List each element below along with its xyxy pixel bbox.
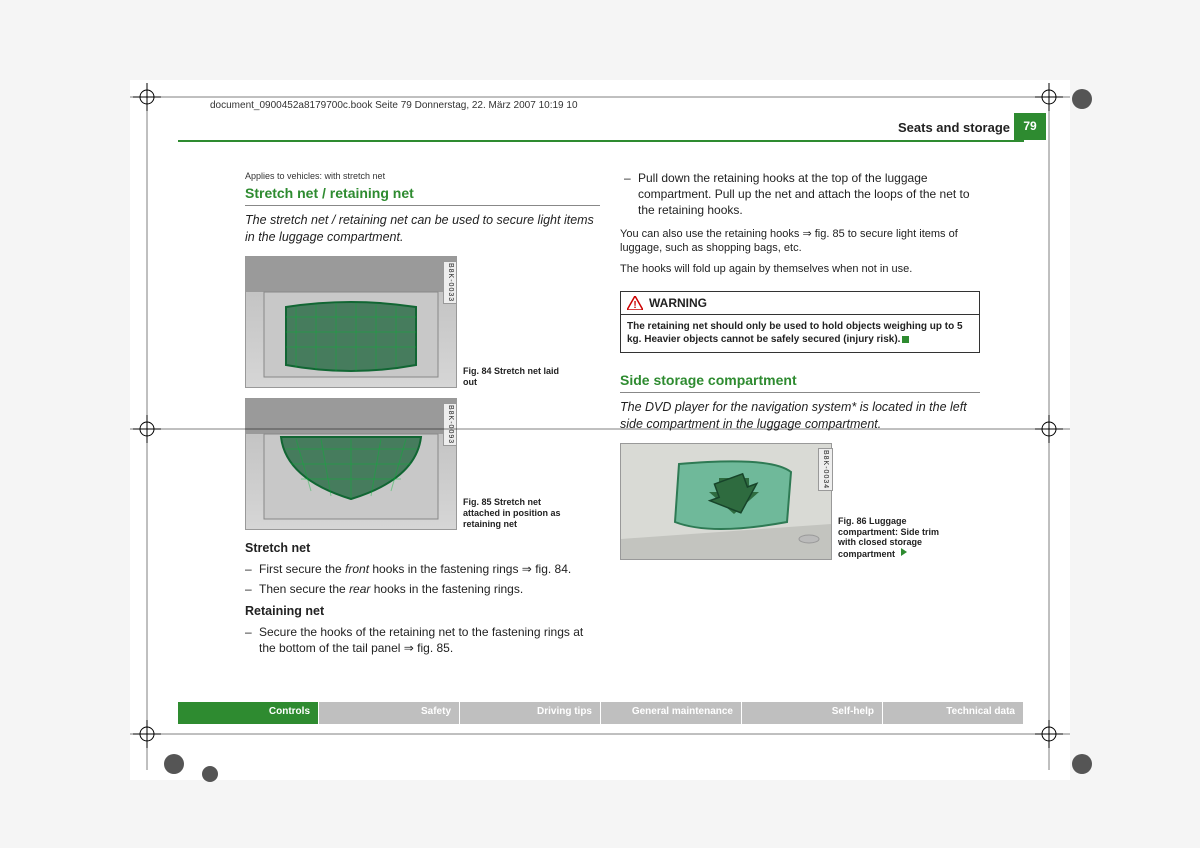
register-ball xyxy=(196,760,224,788)
bullet-item: Then secure the rear hooks in the fasten… xyxy=(245,581,600,597)
figure-84-image: B8K-0033 xyxy=(245,256,457,388)
warning-label: WARNING xyxy=(649,295,707,311)
heading-side-storage: Side storage compartment xyxy=(620,371,980,393)
figure-84-caption: Fig. 84 Stretch net laid out xyxy=(463,366,573,388)
subheading-retaining-net: Retaining net xyxy=(245,603,600,620)
figure-84: B8K-0033 Fig. 84 Stretch net laid out xyxy=(245,256,600,388)
applies-note: Applies to vehicles: with stretch net xyxy=(245,170,600,182)
crop-mark xyxy=(1035,83,1063,111)
tab-self-help[interactable]: Self-help xyxy=(742,702,883,724)
warning-body: The retaining net should only be used to… xyxy=(621,315,979,352)
end-marker-icon xyxy=(902,336,909,343)
heading-stretch-net: Stretch net / retaining net xyxy=(245,184,600,206)
register-ball xyxy=(1068,750,1096,778)
svg-text:!: ! xyxy=(633,300,636,310)
bullet-item: Pull down the retaining hooks at the top… xyxy=(624,170,980,219)
bullet-item: First secure the front hooks in the fast… xyxy=(245,561,600,577)
figure-85: B8K-0093 Fig. 85 Stretch net attached in… xyxy=(245,398,600,530)
section-tabs: Controls Safety Driving tips General mai… xyxy=(178,702,1024,724)
warning-header: ! WARNING xyxy=(621,292,979,315)
tab-driving-tips[interactable]: Driving tips xyxy=(460,702,601,724)
page-number: 79 xyxy=(1014,113,1046,140)
crop-mark xyxy=(133,415,161,443)
figure-86: B8K-0034 Fig. 86 Luggage compartment: Si… xyxy=(620,443,980,560)
figure-86-image: B8K-0034 xyxy=(620,443,832,560)
crop-mark xyxy=(133,83,161,111)
figure-85-code: B8K-0093 xyxy=(443,403,457,446)
tab-safety[interactable]: Safety xyxy=(319,702,460,724)
lead-text: The DVD player for the navigation system… xyxy=(620,399,980,433)
continue-arrow-icon xyxy=(901,548,907,556)
register-ball xyxy=(160,750,188,778)
crop-mark xyxy=(1035,720,1063,748)
left-column: Applies to vehicles: with stretch net St… xyxy=(245,170,600,660)
lead-text: The stretch net / retaining net can be u… xyxy=(245,212,600,246)
document-stamp: document_0900452a8179700c.book Seite 79 … xyxy=(210,100,578,111)
figure-85-image: B8K-0093 xyxy=(245,398,457,530)
figure-86-caption: Fig. 86 Luggage compartment: Side trim w… xyxy=(838,516,958,560)
warning-box: ! WARNING The retaining net should only … xyxy=(620,291,980,353)
paragraph: You can also use the retaining hooks ⇒ f… xyxy=(620,227,980,257)
figure-85-caption: Fig. 85 Stretch net attached in position… xyxy=(463,497,573,529)
register-ball xyxy=(1068,85,1096,113)
subheading-stretch-net: Stretch net xyxy=(245,540,600,557)
header-rule xyxy=(178,140,1024,142)
section-title: Seats and storage xyxy=(898,120,1010,135)
bullet-item: Secure the hooks of the retaining net to… xyxy=(245,624,600,656)
crop-mark xyxy=(133,720,161,748)
crop-mark xyxy=(1035,415,1063,443)
tab-controls[interactable]: Controls xyxy=(178,702,319,724)
tab-general-maintenance[interactable]: General maintenance xyxy=(601,702,742,724)
paragraph: The hooks will fold up again by themselv… xyxy=(620,262,980,277)
warning-icon: ! xyxy=(627,296,643,310)
figure-84-code: B8K-0033 xyxy=(443,261,457,304)
figure-86-code: B8K-0034 xyxy=(818,448,833,491)
right-column: Pull down the retaining hooks at the top… xyxy=(620,170,980,570)
tab-technical-data[interactable]: Technical data xyxy=(883,702,1024,724)
